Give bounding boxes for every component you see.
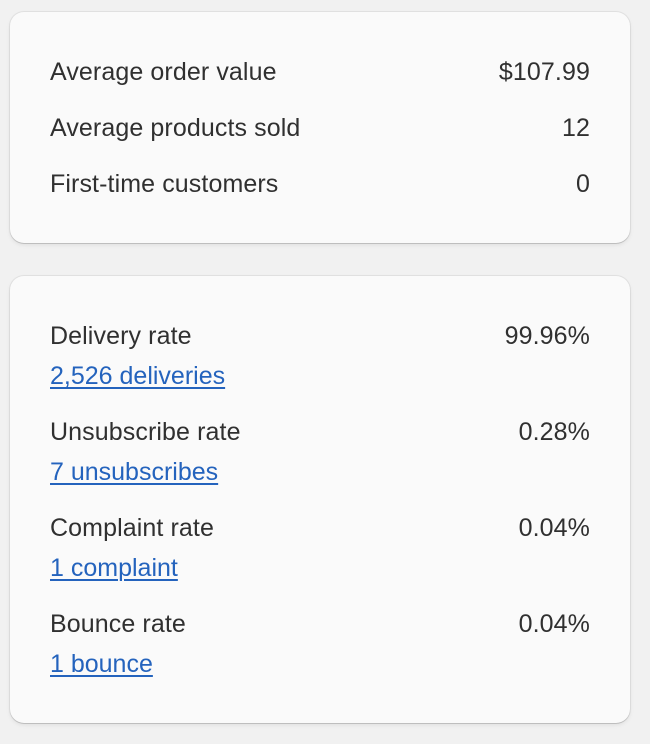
average-order-value-row: Average order value $107.99 bbox=[50, 56, 590, 88]
unsubscribe-rate-value: 0.28% bbox=[518, 418, 590, 446]
complaint-rate-value: 0.04% bbox=[518, 514, 590, 542]
complaints-link[interactable]: 1 complaint bbox=[50, 554, 178, 582]
average-order-value-label: Average order value bbox=[50, 58, 277, 86]
complaint-rate-label: Complaint rate bbox=[50, 514, 214, 542]
unsubscribes-link[interactable]: 7 unsubscribes bbox=[50, 458, 219, 486]
unsubscribe-rate-row: Unsubscribe rate 0.28% bbox=[50, 416, 590, 448]
email-rates-card: Delivery rate 99.96% 2,526 deliveries Un… bbox=[10, 276, 630, 723]
average-order-value: $107.99 bbox=[498, 58, 590, 86]
average-products-sold-value: 12 bbox=[561, 114, 590, 142]
first-time-customers-value: 0 bbox=[575, 170, 590, 198]
bounce-rate-label: Bounce rate bbox=[50, 610, 186, 638]
sales-summary-card: Average order value $107.99 Average prod… bbox=[10, 12, 630, 243]
first-time-customers-label: First-time customers bbox=[50, 170, 279, 198]
complaint-rate-row: Complaint rate 0.04% bbox=[50, 512, 590, 544]
bounce-rate-row: Bounce rate 0.04% bbox=[50, 608, 590, 640]
unsubscribe-rate-label: Unsubscribe rate bbox=[50, 418, 241, 446]
deliveries-link[interactable]: 2,526 deliveries bbox=[50, 362, 226, 390]
bounce-rate-value: 0.04% bbox=[518, 610, 590, 638]
average-products-sold-row: Average products sold 12 bbox=[50, 112, 590, 144]
delivery-rate-value: 99.96% bbox=[504, 322, 590, 350]
delivery-rate-row: Delivery rate 99.96% bbox=[50, 320, 590, 352]
delivery-rate-label: Delivery rate bbox=[50, 322, 192, 350]
bounces-link[interactable]: 1 bounce bbox=[50, 650, 153, 678]
first-time-customers-row: First-time customers 0 bbox=[50, 168, 590, 200]
average-products-sold-label: Average products sold bbox=[50, 114, 301, 142]
